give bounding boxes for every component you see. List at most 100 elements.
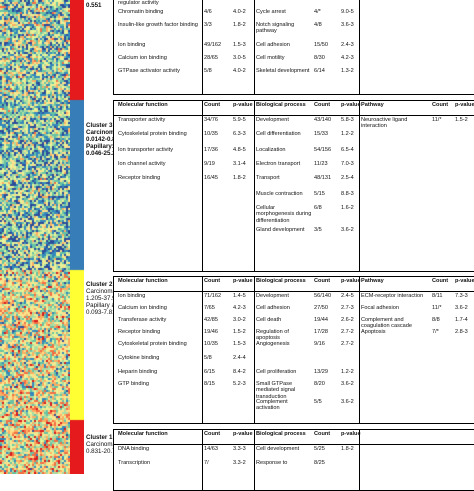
column-divider: [202, 430, 203, 490]
cell-mf-count: 16/45: [204, 175, 218, 181]
cell-mf-pvalue: 4.0-2: [233, 68, 246, 74]
column-divider: [359, 101, 360, 271]
cell-mf: Calcium ion binding: [118, 55, 167, 61]
cluster2-carcinoma-range: 1.205-37.93: [86, 295, 120, 302]
cell-mf-count: 71/162: [204, 293, 222, 299]
cell-bp-pvalue: 2.7-3: [341, 305, 354, 311]
cell-pw-count: 7/*: [432, 329, 439, 335]
cell-bp-count: 5/25: [314, 446, 325, 452]
cell-mf-pvalue: 8.4-2: [233, 369, 246, 375]
header-divider: [114, 291, 474, 292]
header-pw-pvalue: p-value: [455, 278, 474, 284]
cell-bp: Muscle contraction: [256, 191, 303, 197]
cell-bp: Notch signaling pathway: [256, 22, 295, 35]
cell-mf-pvalue: 4.2-3: [233, 305, 246, 311]
header-bp: Biological process: [256, 278, 306, 284]
cell-bp-count: 27/50: [314, 305, 328, 311]
cell-bp-pvalue: 1.8-2: [341, 446, 354, 452]
cluster4-table: regulator activity Chromatin binding 4/6 4.…: [113, 0, 474, 95]
cell-bp-count: 43/140: [314, 117, 332, 123]
cell-bp-count: 13/29: [314, 369, 328, 375]
cluster2-carcinoma: Carcinoma :: [86, 288, 120, 295]
cell-bp-pvalue: 3.6-2: [341, 227, 354, 233]
header-bp-count: Count: [314, 278, 331, 284]
cluster3-name: Cluster 3: [86, 122, 113, 129]
cell-bp-count: 8/30: [314, 55, 325, 61]
cell-mf: GTPase activator activity: [118, 68, 180, 74]
cluster1-carcinoma-range: 0.831-20.71: [86, 448, 120, 455]
cell-mf-pvalue: 3.0-2: [233, 317, 246, 323]
cell-mf-pvalue: 4.0-2: [233, 9, 246, 15]
cell-pw: ECM-receptor interaction: [361, 293, 424, 299]
header-mf-pvalue: p-value: [233, 278, 253, 284]
cell-bp: Cell adhesion: [256, 305, 290, 311]
cell-bp: Cell death: [256, 317, 282, 323]
cell-bp-count: 54/156: [314, 147, 332, 153]
cell-bp-count: 15/33: [314, 131, 328, 137]
column-divider: [254, 277, 255, 423]
header-pw-pvalue: p-value: [455, 102, 474, 108]
cluster1-carcinoma: Carcinoma:: [86, 441, 118, 448]
cell-mf: Receptor binding: [118, 175, 161, 181]
cell-bp-pvalue: 1.2-2: [341, 131, 354, 137]
cell-bp-count: 4/8: [314, 22, 322, 28]
cell-mf-pvalue: 6.3-3: [233, 131, 246, 137]
cell-mf-count: 7/: [204, 460, 209, 466]
cell-pw-count: 8/11: [432, 293, 443, 299]
cell-mf: Cytoskeletal protein binding: [118, 341, 187, 347]
cell-mf-count: 34/76: [204, 117, 218, 123]
cell-mf-pvalue: 3.1-4: [233, 161, 246, 167]
header-bp: Biological process: [256, 102, 306, 108]
cell-mf-pvalue: 1.5-3: [233, 42, 246, 48]
header-mf: Molecular function: [118, 278, 168, 284]
column-divider: [202, 101, 203, 271]
column-divider: [254, 430, 255, 490]
cluster3-papillary-range: 0.046-25.27: [86, 150, 120, 157]
header-pw: Pathway: [361, 102, 384, 108]
cell-bp-count: 19/44: [314, 317, 328, 323]
header-pw-count: Count: [432, 278, 449, 284]
header-mf-count: Count: [204, 278, 221, 284]
header-mf-count: Count: [204, 431, 221, 437]
header-pw: Pathway: [361, 278, 384, 284]
cluster-color-sidebar: [70, 0, 84, 474]
cell-bp-count: 48/131: [314, 175, 332, 181]
column-divider: [359, 0, 360, 94]
cell-bp: Development: [256, 117, 289, 123]
cell-pw-count: 11/*: [432, 305, 442, 311]
cell-bp-pvalue: 8.8-3: [341, 191, 354, 197]
cell-mf: Ion binding: [118, 293, 146, 299]
cluster2-papillary-range: 0.093-7.819: [86, 309, 120, 316]
cluster2-table: Molecular function Count p-value Biological…: [113, 276, 474, 424]
cell-mf-count: 49/162: [204, 42, 222, 48]
cell-bp-pvalue: 2.6-2: [341, 317, 354, 323]
cell-bp: Cell adhesion: [256, 42, 290, 48]
cell-bp-count: 8/25: [314, 460, 325, 466]
header-bp-pvalue: p-value: [341, 431, 361, 437]
cell-mf-count: 19/46: [204, 329, 218, 335]
cell-bp-pvalue: 7.0-3: [341, 161, 354, 167]
cell-mf-count: 10/35: [204, 341, 218, 347]
cell-mf-count: 7/65: [204, 305, 215, 311]
cell-bp-count: 9/16: [314, 341, 325, 347]
cluster3-papillary: Papillary:: [86, 143, 114, 150]
cell-mf: DNA binding: [118, 446, 150, 452]
cell-mf: Ion binding: [118, 42, 146, 48]
cluster2-name: Cluster 2: [86, 281, 113, 288]
header-mf-pvalue: p-value: [233, 102, 253, 108]
cell-bp-pvalue: 6.5-4: [341, 147, 354, 153]
cell-pw-pvalue: 2.8-3: [455, 329, 468, 335]
cell-bp-pvalue: 3.6-2: [341, 399, 354, 405]
cell-mf-pvalue: 3.3-3: [233, 446, 246, 452]
cell-mf: Transferase activity: [118, 317, 167, 323]
header-bp: Biological process: [256, 431, 306, 437]
cell-bp: Cycle arrest: [256, 9, 286, 15]
cell-mf-count: 17/36: [204, 147, 218, 153]
cell-pw: Neuroactive ligand interaction: [361, 117, 408, 130]
column-divider: [202, 0, 203, 94]
cell-bp: Gland development: [256, 227, 305, 233]
cell-bp-pvalue: 1.3-2: [341, 68, 354, 74]
cell-bp-pvalue: 1.2-2: [341, 369, 354, 375]
cell-mf: Receptor binding: [118, 329, 161, 335]
header-divider: [114, 115, 474, 116]
